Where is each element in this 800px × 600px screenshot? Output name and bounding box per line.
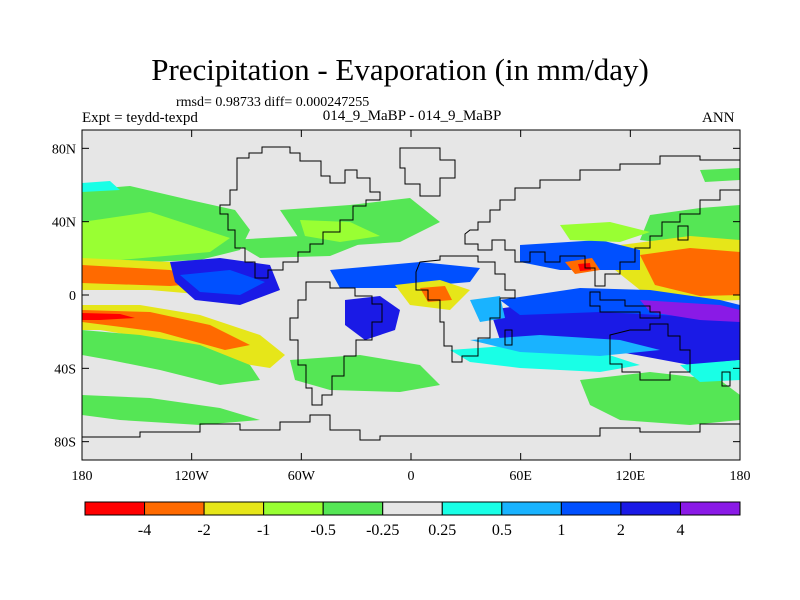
lon-tick-label: 180 (72, 469, 93, 484)
axis-ticks: 80N 40N 0 40S 80S 180 120W 60W 0 60E 120E 180 (52, 130, 751, 484)
coastline-africa (415, 255, 516, 363)
lon-tick-label: 120E (616, 469, 646, 484)
contour-region-samer-wet (345, 296, 400, 340)
colorbar-swatch (441, 501, 503, 516)
colorbar-label: -2 (197, 522, 210, 539)
lon-tick-label: 60W (288, 469, 316, 484)
case-names: 014_9_MaBP - 014_9_MaBP (322, 108, 502, 124)
coastline-new-zealand (721, 371, 731, 387)
experiment-label: Expt = teydd-texpd (82, 110, 198, 126)
contour-region-npac-cyan (82, 181, 120, 192)
colorbar: -4 -2 -1 -0.5 -0.25 0.25 0.5 1 2 4 (84, 501, 741, 539)
lon-tick-label: 60E (509, 469, 532, 484)
coastlines (82, 146, 740, 460)
lon-tick-label: 180 (730, 469, 751, 484)
colorbar-label: -0.5 (311, 522, 336, 539)
stats-line: rmsd= 0.98733 diff= 0.000247255 (176, 95, 370, 110)
coastline-eurasia (464, 155, 740, 287)
lon-tick-label: 120W (175, 469, 210, 484)
contour-region-light-blue (470, 335, 660, 356)
contour-region-sio-green (580, 372, 740, 425)
colorbar-swatch (560, 501, 622, 516)
colorbar-swatch (263, 501, 324, 516)
contour-region-so-green (82, 395, 260, 425)
season-label: ANN (702, 110, 735, 126)
lon-tick-label: 0 (408, 469, 415, 484)
lat-tick-label: 40S (54, 362, 76, 377)
map-field (82, 130, 740, 460)
lat-tick-label: 0 (69, 289, 76, 304)
lat-tick-label: 80N (52, 142, 76, 157)
colorbar-label: 4 (676, 522, 684, 539)
lat-tick-label: 40N (52, 216, 76, 231)
contour-region-spac-dry3 (82, 313, 135, 320)
contour-region-wpac-purple (640, 300, 740, 322)
figure-title: Precipitation - Evaporation (in mm/day) (151, 52, 649, 87)
colorbar-swatch (620, 501, 681, 516)
colorbar-swatch (679, 501, 741, 516)
contour-region-eafr (470, 296, 505, 322)
contour-region-cyan-band2 (680, 360, 740, 382)
lat-tick-label: 80S (54, 436, 76, 451)
contour-region-spac-green (82, 330, 260, 385)
colorbar-label: -4 (138, 522, 151, 539)
contour-region-nplar-green (700, 168, 740, 182)
contour-region-npac-light (82, 212, 230, 262)
contour-region-natl2 (230, 236, 360, 258)
colorbar-swatch (501, 501, 562, 516)
colorbar-swatch (382, 501, 443, 516)
coastline-antarctica (82, 414, 740, 460)
colorbar-swatch (203, 501, 265, 516)
coastline-japan (677, 225, 689, 241)
colorbar-label: -0.25 (366, 522, 399, 539)
coastline-australia (609, 323, 691, 381)
colorbar-label: 0.25 (428, 522, 456, 539)
contour-region-wpac-ne2 (640, 248, 740, 296)
colorbar-swatch (84, 501, 146, 516)
contour-region-nh-land-green (560, 222, 650, 242)
contour-region-spac-dry2 (82, 310, 250, 350)
colorbar-swatch (322, 501, 384, 516)
colorbar-label: 2 (617, 522, 625, 539)
coastline-greenland (399, 147, 456, 197)
colorbar-label: 1 (557, 522, 565, 539)
coastline-south-america (289, 281, 383, 406)
contour-region-epac-itcz2 (180, 270, 265, 295)
colorbar-swatch (144, 501, 205, 516)
coastline-indonesia (589, 291, 661, 319)
coastline-north-america (219, 146, 381, 279)
coastline-madagascar (504, 329, 513, 346)
colorbar-label: 0.5 (492, 522, 512, 539)
contour-region-npac-east (640, 205, 740, 246)
contour-region-satl-green (290, 355, 440, 392)
colorbar-label: -1 (257, 522, 270, 539)
pe-contour-fill (82, 168, 740, 425)
